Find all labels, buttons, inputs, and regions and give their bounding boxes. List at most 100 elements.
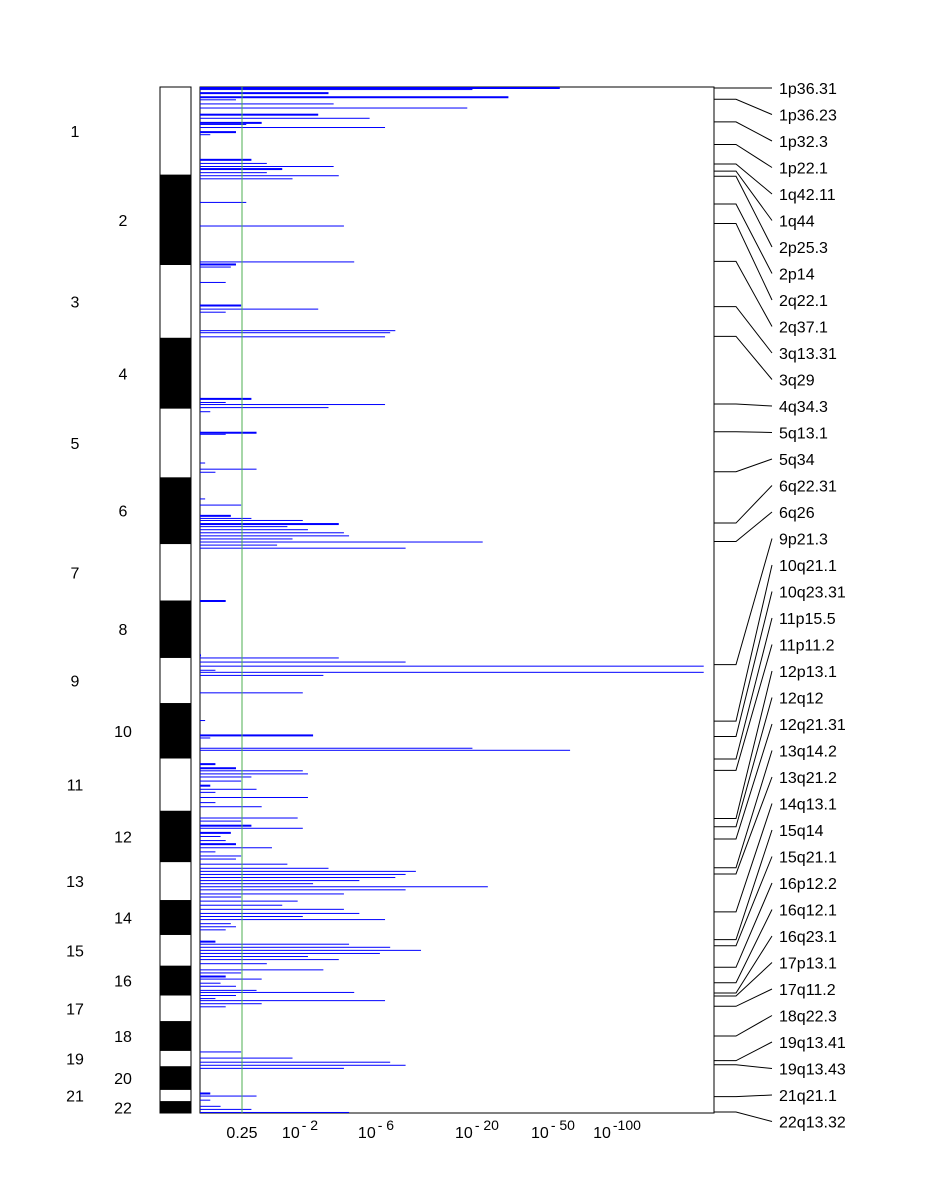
chromosome-band-16	[159, 965, 192, 996]
bar-53	[200, 538, 293, 540]
bar-6	[200, 107, 468, 109]
bar-37	[200, 411, 211, 413]
region-callout-1q42.11: 1q42.11	[714, 163, 836, 204]
region-label: 1p36.23	[779, 108, 837, 125]
region-callout-10q23.31: 10q23.31	[714, 585, 846, 737]
region-label: 2q22.1	[779, 293, 828, 310]
bar-144	[200, 1105, 221, 1107]
bar-109	[200, 912, 360, 914]
bar-28	[200, 308, 319, 310]
chromosome-label-18: 18	[114, 1029, 132, 1046]
region-label: 4q34.3	[779, 399, 828, 416]
significance-bars	[200, 87, 704, 1113]
region-callout-13q21.2: 13q21.2	[714, 770, 837, 875]
bar-26	[200, 281, 226, 283]
chromosome-label-22: 22	[114, 1100, 132, 1117]
bar-110	[200, 916, 303, 918]
bar-33	[200, 397, 252, 400]
region-callout-9p21.3: 9p21.3	[714, 532, 828, 666]
x-tick-4: 10- 50	[531, 1117, 575, 1142]
region-callout-13q14.2: 13q14.2	[714, 744, 837, 869]
chromosome-band-6	[159, 477, 192, 545]
bar-5	[200, 103, 334, 105]
bar-89	[200, 840, 226, 842]
chromosome-label-8: 8	[119, 622, 128, 639]
bar-96	[200, 867, 329, 869]
svg-text:10-100: 10 -100	[593, 1117, 641, 1142]
bar-12	[200, 131, 236, 134]
region-callout-6q26: 6q26	[714, 505, 815, 543]
bar-64	[200, 674, 324, 676]
bar-138	[200, 1061, 391, 1063]
region-callout-1q44: 1q44	[714, 170, 815, 231]
region-label: 2p14	[779, 267, 815, 284]
chromosome-band-19	[159, 1049, 192, 1068]
bar-74	[200, 773, 308, 775]
bar-59	[200, 657, 339, 659]
bar-29	[200, 311, 226, 313]
bar-122	[200, 963, 267, 965]
bar-131	[200, 995, 236, 997]
bar-0	[200, 87, 560, 89]
chromosome-band-10	[159, 703, 192, 759]
bar-72	[200, 767, 236, 770]
bar-8	[200, 117, 370, 119]
bar-125	[200, 975, 226, 978]
chromosome-band-13	[159, 861, 192, 902]
region-label: 12q21.31	[779, 717, 846, 734]
region-label: 18q22.3	[779, 1009, 837, 1026]
bar-116	[200, 943, 350, 945]
region-callout-19q13.41: 19q13.41	[714, 1035, 846, 1062]
region-label: 12p13.1	[779, 664, 837, 681]
bar-143	[200, 1099, 211, 1101]
chromosome-label-1: 1	[71, 124, 80, 141]
bar-77	[200, 784, 211, 787]
chromosome-band-22	[159, 1101, 192, 1114]
region-callout-12p13.1: 12p13.1	[714, 664, 837, 820]
bar-70	[200, 749, 571, 751]
bar-97	[200, 870, 416, 872]
bar-92	[200, 851, 216, 853]
region-callout-2q22.1: 2q22.1	[714, 222, 828, 310]
region-label: 22q13.32	[779, 1115, 846, 1132]
region-callout-15q21.1: 15q21.1	[714, 850, 837, 947]
bar-102	[200, 886, 488, 888]
chromosome-band-20	[159, 1066, 192, 1090]
chromosome-label-17: 17	[66, 1001, 84, 1018]
chromosome-label-13: 13	[66, 874, 84, 891]
x-tick-0: 0.25	[226, 1125, 257, 1142]
bar-73	[200, 770, 303, 772]
bar-106	[200, 900, 298, 902]
chromosome-band-15	[159, 933, 192, 967]
bar-32	[200, 336, 386, 338]
chromosome-label-16: 16	[114, 974, 132, 991]
bar-118	[200, 949, 422, 951]
bar-38	[200, 431, 257, 434]
region-label: 15q14	[779, 823, 824, 840]
chromosome-band-11	[159, 757, 192, 812]
region-callout-2p14: 2p14	[714, 203, 815, 284]
region-label: 6q26	[779, 505, 815, 522]
bar-100	[200, 880, 360, 882]
bar-101	[200, 883, 314, 885]
region-label: 10q23.31	[779, 585, 846, 602]
chromosome-label-2: 2	[119, 213, 128, 230]
bar-57	[200, 600, 226, 602]
bar-61	[200, 665, 704, 667]
bar-115	[200, 940, 216, 943]
region-label: 5q13.1	[779, 426, 828, 443]
chromosome-label-12: 12	[114, 829, 132, 846]
bar-55	[200, 544, 278, 546]
bar-142	[200, 1095, 257, 1097]
bar-67	[200, 734, 314, 737]
chromosome-label-10: 10	[114, 724, 132, 741]
bar-87	[200, 831, 231, 834]
bar-91	[200, 847, 272, 849]
bar-48	[200, 523, 339, 526]
bar-71	[200, 763, 216, 766]
region-callout-4q34.3: 4q34.3	[714, 399, 828, 416]
chromosome-label-15: 15	[66, 943, 84, 960]
chromosome-band-12	[159, 810, 192, 863]
chromosome-label-11: 11	[67, 778, 84, 795]
region-callout-16q12.1: 16q12.1	[714, 903, 837, 984]
